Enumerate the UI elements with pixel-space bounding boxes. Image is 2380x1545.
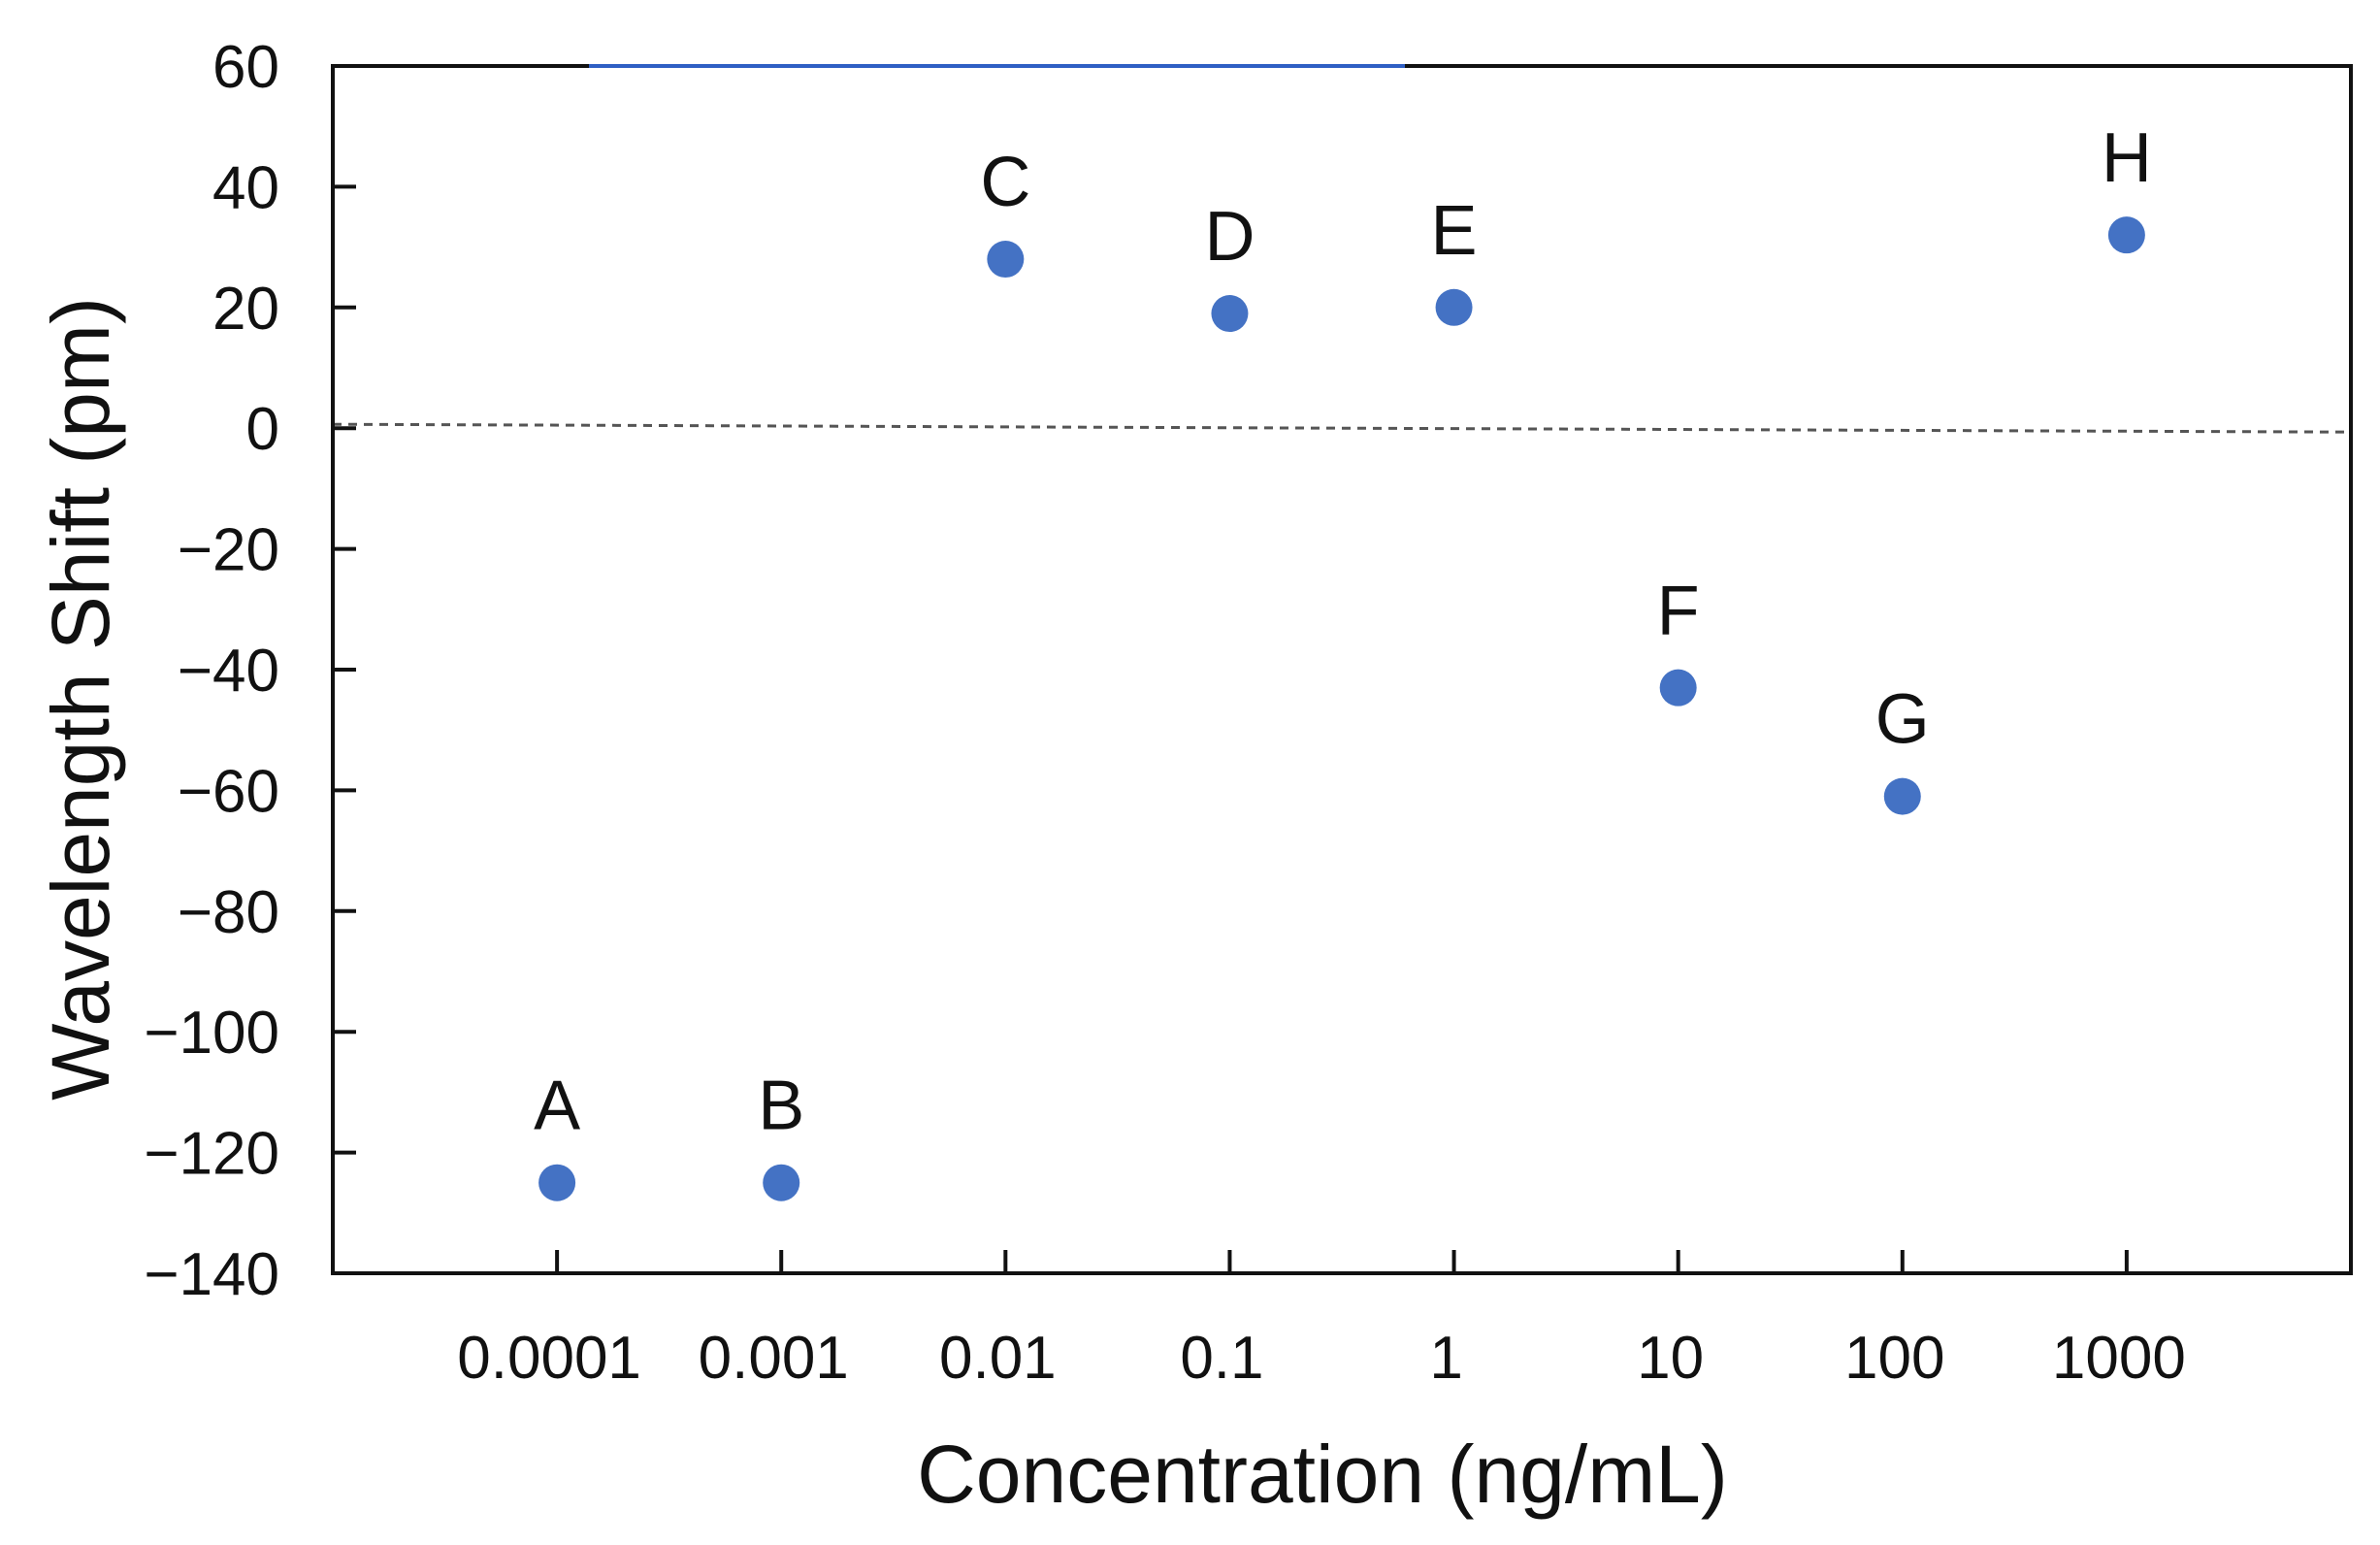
x-tick-label: 100	[1844, 1325, 1944, 1392]
x-axis: 0.0001 0.001 0.01 0.1 1 10 100 1000	[457, 1250, 2186, 1392]
point-label-g: G	[1875, 681, 1930, 759]
y-tick-label: −140	[144, 1241, 279, 1308]
data-points: A B C D E F G H	[534, 119, 2152, 1201]
y-tick-label: 0	[246, 396, 279, 463]
y-tick-label: −100	[144, 1000, 279, 1067]
point-label-b: B	[758, 1068, 804, 1145]
y-tick-label: −20	[178, 517, 279, 584]
y-axis: 60 40 20 0 −20 −40 −60 −80 −100 −120 −140	[144, 34, 356, 1308]
x-tick-label: 0.0001	[457, 1325, 641, 1392]
data-point-b	[763, 1164, 800, 1201]
x-tick-label: 1	[1429, 1325, 1462, 1392]
data-point-g	[1883, 777, 1921, 815]
x-tick-label: 1000	[2052, 1325, 2186, 1392]
point-label-c: C	[980, 144, 1030, 221]
y-tick-label: −80	[178, 879, 279, 946]
x-axis-title: Concentration (ng/mL)	[917, 1429, 1728, 1520]
x-tick-label: 0.001	[699, 1325, 849, 1392]
data-point-h	[2107, 216, 2145, 254]
y-tick-label: 60	[212, 34, 279, 101]
zero-reference-line	[332, 422, 2352, 434]
data-point-f	[1659, 669, 1697, 707]
x-tick-label: 0.1	[1180, 1325, 1263, 1392]
y-tick-label: 40	[212, 154, 279, 221]
point-label-a: A	[534, 1068, 580, 1145]
y-tick-label: −60	[178, 758, 279, 825]
data-point-a	[538, 1164, 576, 1201]
data-point-d	[1211, 295, 1249, 333]
y-tick-label: −40	[178, 638, 279, 705]
x-tick-label: 10	[1637, 1325, 1704, 1392]
point-label-d: D	[1204, 198, 1255, 276]
data-point-e	[1435, 288, 1473, 326]
x-tick-label: 0.01	[939, 1325, 1057, 1392]
point-label-h: H	[2102, 119, 2152, 197]
y-tick-label: 20	[212, 276, 279, 343]
plot-area-frame	[331, 64, 2353, 1275]
point-label-f: F	[1657, 573, 1700, 650]
y-axis-title: Wavelength Shift (pm)	[35, 297, 126, 1101]
data-point-c	[987, 241, 1025, 279]
point-label-e: E	[1431, 192, 1478, 270]
y-tick-label: −120	[144, 1121, 279, 1188]
